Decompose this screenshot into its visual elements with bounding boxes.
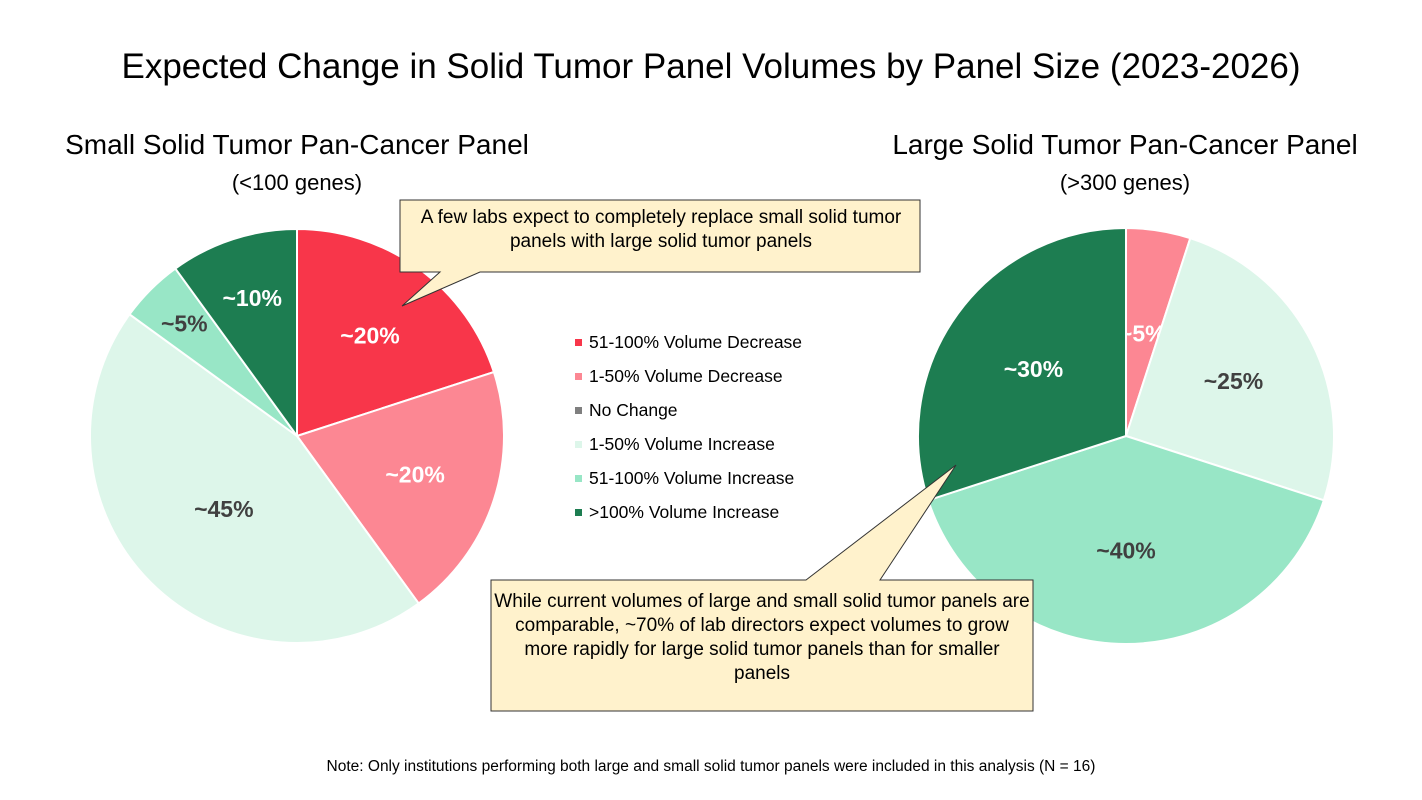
legend-swatch [575, 372, 582, 380]
legend-item: 51-100% Volume Increase [575, 461, 802, 495]
legend-label: 51-100% Volume Decrease [589, 331, 803, 352]
page-title: Expected Change in Solid Tumor Panel Vol… [121, 47, 1301, 86]
legend: 51-100% Volume Decrease 1-50% Volume Dec… [575, 325, 802, 529]
legend-swatch [575, 406, 582, 414]
small-pie-slice-label: ~20% [385, 461, 444, 487]
legend-label: >100% Volume Increase [589, 501, 780, 522]
large-pie-slice [917, 226, 1127, 502]
large-panel-chart-subtitle: (>300 genes) [1059, 170, 1191, 195]
small-panel-pie: ~20% ~20% ~45% ~5% ~10% [89, 227, 505, 644]
small-pie-slice-label: ~5% [161, 310, 208, 336]
footnote: Note: Only institutions performing both … [326, 758, 1096, 775]
legend-swatch [575, 440, 582, 448]
large-pie-slice-label: ~40% [1096, 537, 1155, 563]
legend-item: 1-50% Volume Decrease [575, 359, 802, 393]
legend-label: 1-50% Volume Decrease [589, 365, 783, 386]
legend-label: 51-100% Volume Increase [589, 467, 795, 488]
legend-item: No Change [575, 393, 802, 427]
small-panel-chart-subtitle: (<100 genes) [231, 170, 363, 195]
legend-label: No Change [589, 399, 678, 420]
legend-item: >100% Volume Increase [575, 495, 802, 529]
large-pie-slice-label: ~30% [1004, 356, 1063, 382]
legend-swatch [575, 508, 582, 516]
callout-top-text: A few labs expect to completely replace … [420, 207, 902, 252]
callout-top-box [399, 199, 921, 307]
legend-swatch [575, 474, 582, 482]
small-pie-slice-label: ~20% [340, 323, 399, 349]
callout-bottom-box [490, 464, 1034, 712]
legend-swatch [575, 338, 582, 346]
large-pie-slice [1124, 236, 1335, 502]
callout-bottom-text: While current volumes of large and small… [494, 591, 1030, 684]
small-pie-slice [173, 227, 298, 440]
small-pie-slice-label: ~10% [222, 285, 281, 311]
legend-item: 51-100% Volume Decrease [575, 325, 802, 359]
legend-item: 1-50% Volume Increase [575, 427, 802, 461]
legend-label: 1-50% Volume Increase [589, 433, 775, 454]
small-panel-chart-title: Small Solid Tumor Pan-Cancer Panel [65, 129, 529, 160]
large-pie-slice-label: ~25% [1204, 368, 1263, 394]
large-panel-chart-title: Large Solid Tumor Pan-Cancer Panel [892, 129, 1358, 160]
small-pie-slice-label: ~45% [194, 496, 253, 522]
small-pie-slice [89, 312, 421, 644]
small-pie-slice [295, 370, 505, 605]
